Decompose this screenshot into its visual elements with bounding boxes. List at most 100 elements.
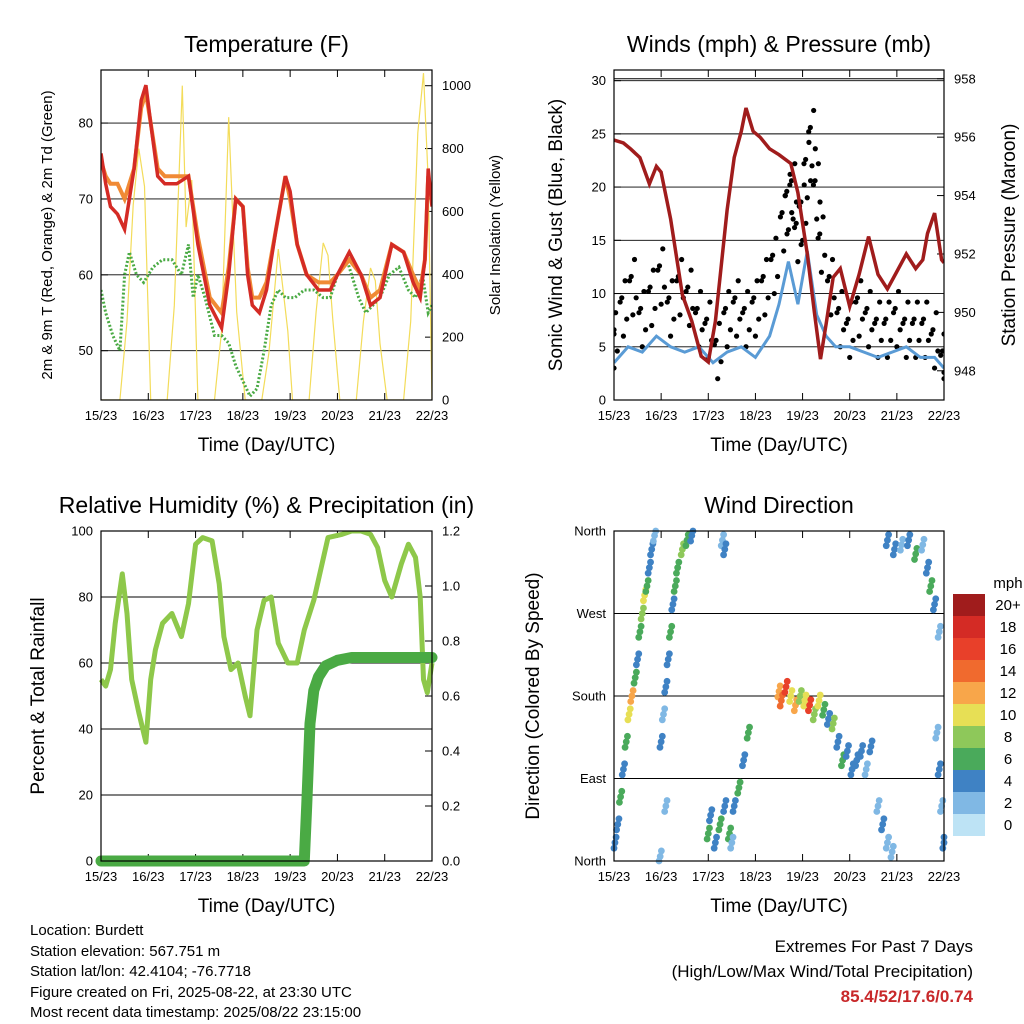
gust-point — [658, 301, 664, 307]
direction-tick-label: East — [580, 771, 606, 786]
humidity-left-tick-label: 20 — [79, 788, 93, 803]
direction-point — [644, 577, 652, 584]
colorbar-label: 16 — [1000, 641, 1017, 658]
figure-created: Figure created on Fri, 2025-08-22, at 23… — [30, 983, 352, 1001]
direction-point — [796, 692, 804, 700]
gust-point — [666, 295, 672, 301]
direction-point — [868, 737, 876, 745]
direction-point — [888, 848, 896, 856]
gust-point — [671, 316, 677, 322]
gust-point — [812, 146, 818, 152]
gust-point — [735, 278, 741, 284]
direction-point — [797, 687, 805, 694]
temperature-right-tick-label: 600 — [442, 204, 464, 219]
direction-point — [927, 582, 935, 590]
gust-point — [614, 327, 617, 333]
direction-point — [922, 569, 930, 577]
gust-point — [699, 327, 705, 333]
gust-point — [822, 252, 828, 258]
winds-title: Winds (mph) & Pressure (mb) — [627, 31, 931, 57]
gust-point — [614, 365, 617, 371]
gust-point — [718, 359, 724, 365]
extremes-subtitle: (High/Low/Max Wind/Total Precipitation) — [671, 962, 973, 981]
gust-point — [931, 365, 938, 371]
direction-point — [821, 700, 829, 708]
temperature-panel: Temperature (F) 15/23 16/23 17/23 18/23 19/23… — [39, 31, 504, 456]
gust-point — [817, 231, 823, 237]
direction-point — [826, 710, 834, 717]
humidity-xtick-label: 18/23 — [227, 869, 260, 884]
humidity-xlabel: Time (Day/UTC) — [198, 896, 336, 917]
humidity-left-tick-label: 100 — [71, 524, 93, 539]
extremes-summary: Extremes For Past 7 Days (High/Low/Max W… — [672, 934, 973, 1009]
gust-point — [784, 188, 790, 194]
gust-point — [845, 316, 851, 322]
gust-point — [815, 161, 821, 167]
direction-point — [843, 747, 851, 755]
colorbar-swatch — [953, 704, 985, 726]
direction-point — [835, 732, 843, 740]
gust-point — [884, 354, 891, 361]
direction-point — [925, 558, 933, 566]
direction-point — [911, 556, 918, 563]
gust-point — [894, 344, 900, 350]
gust-point — [824, 278, 831, 284]
gust-point — [749, 299, 755, 305]
direction-point — [781, 688, 789, 696]
gust-point — [702, 320, 708, 326]
direction-point — [662, 802, 670, 810]
direction-point — [720, 531, 728, 539]
direction-point — [777, 697, 785, 704]
winds-panel: Winds (mph) & Pressure (mb) 15/23 16/23 17/… — [546, 31, 1020, 456]
humidity-xtick-label: 21/23 — [368, 869, 401, 884]
direction-point — [896, 546, 904, 554]
direction-point — [741, 751, 749, 759]
gust-point — [909, 320, 916, 326]
direction-point — [635, 633, 643, 641]
gust-point — [811, 107, 817, 114]
gust-point — [919, 320, 925, 326]
direction-point — [776, 702, 784, 710]
gust-point — [839, 288, 845, 295]
direction-point — [898, 541, 905, 549]
gust-point — [886, 299, 892, 305]
direction-xtick-label: 16/23 — [645, 869, 678, 884]
gust-point — [818, 269, 825, 275]
direction-point — [734, 789, 742, 797]
direction-point — [934, 633, 942, 641]
direction-point — [800, 702, 808, 710]
direction-point — [673, 577, 680, 584]
colorbar-label: 14 — [1000, 663, 1017, 680]
gust-point — [641, 288, 647, 295]
gust-point — [938, 352, 944, 358]
colorbar-swatch — [953, 616, 985, 638]
direction-point — [783, 677, 791, 685]
direction-point — [640, 604, 647, 612]
temperature-xtick-label: 18/23 — [227, 408, 260, 423]
gust-point — [660, 246, 666, 252]
humidity-right-tick-label: 0.0 — [442, 854, 460, 869]
colorbar-label: 6 — [1004, 751, 1012, 768]
winds-left-tick-label: 25 — [592, 126, 606, 141]
temperature-left-tick-label: 60 — [79, 267, 93, 282]
humidity-title: Relative Humidity (%) & Precipitation (i… — [59, 492, 474, 518]
direction-point — [847, 771, 855, 779]
colorbar-label: 20+ — [995, 597, 1021, 614]
sonic-wind-line — [614, 250, 944, 370]
humidity-line — [98, 531, 435, 745]
temperature-xlabel: Time (Day/UTC) — [198, 435, 336, 456]
gust-point — [785, 227, 792, 233]
direction-point — [687, 537, 695, 545]
winds-xtick-label: 21/23 — [881, 408, 914, 423]
direction-xtick-label: 19/23 — [786, 869, 819, 884]
direction-point — [933, 729, 941, 737]
direction-point — [647, 551, 654, 559]
gust-point — [878, 337, 884, 343]
direction-point — [711, 839, 719, 847]
gust-point — [869, 327, 875, 333]
direction-point — [722, 797, 730, 804]
direction-point — [658, 716, 666, 724]
gust-point — [692, 310, 699, 316]
direction-point — [656, 853, 664, 860]
